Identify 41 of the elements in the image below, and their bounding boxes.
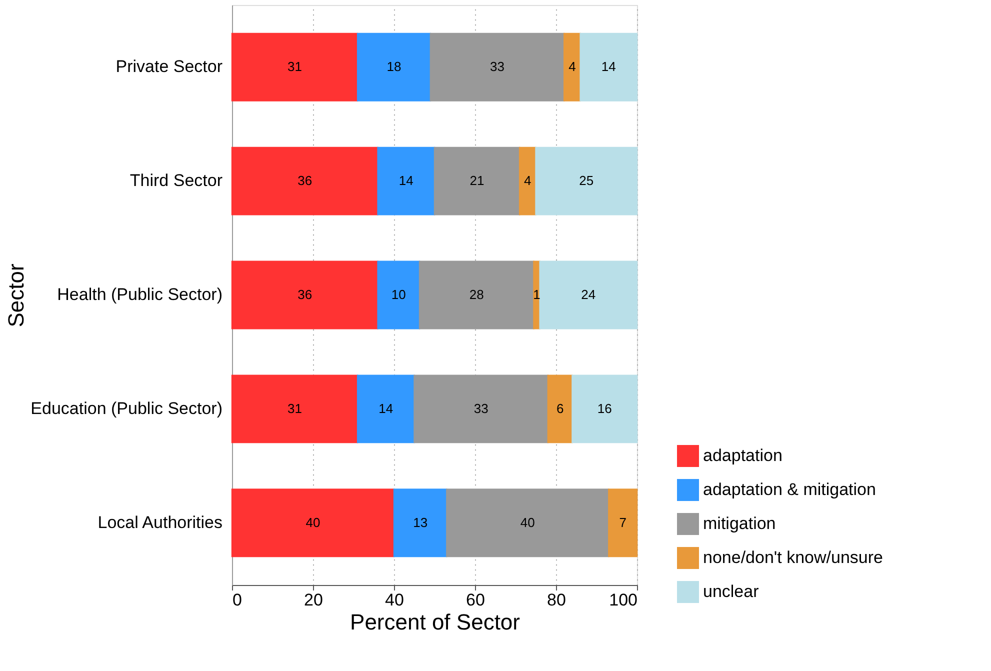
y-tick-label: Private Sector: [116, 57, 223, 76]
y-tick-label: Third Sector: [130, 171, 223, 190]
legend-label: mitigation: [703, 514, 776, 533]
data-label: 31: [288, 400, 302, 416]
data-label: 14: [601, 59, 616, 74]
data-label: 31: [288, 59, 302, 74]
data-label: 33: [490, 59, 505, 74]
x-tick-label: 40: [385, 590, 404, 610]
data-label: 40: [306, 514, 320, 530]
y-tick-label: Local Authorities: [98, 512, 222, 532]
data-label: 36: [298, 287, 312, 302]
data-label: 10: [391, 287, 406, 302]
data-label: 6: [556, 400, 564, 416]
y-tick-label: Health (Public Sector): [57, 285, 222, 304]
data-label: 33: [474, 400, 488, 416]
legend-label: unclear: [703, 582, 760, 601]
data-label: 4: [568, 59, 576, 74]
legend-label: adaptation: [703, 446, 782, 465]
x-tick-label: 60: [466, 590, 485, 610]
legend-label: none/don't know/unsure: [703, 548, 883, 567]
data-label: 24: [581, 287, 596, 302]
data-label: 16: [597, 400, 612, 416]
data-label: 4: [524, 173, 532, 188]
data-label: 25: [579, 173, 594, 188]
x-tick-label: 0: [232, 590, 242, 610]
data-label: 14: [378, 400, 394, 416]
data-label: 13: [413, 514, 428, 530]
data-label: 28: [469, 287, 484, 302]
data-label: 40: [520, 514, 535, 530]
data-label: 21: [470, 173, 484, 188]
x-tick-label: 80: [547, 590, 566, 610]
data-label: 36: [298, 173, 312, 188]
y-axis-title: Sector: [4, 264, 28, 328]
x-tick-label: 100: [609, 590, 638, 610]
x-axis-title: Percent of Sector: [350, 610, 520, 634]
legend-label: adaptation & mitigation: [703, 480, 876, 499]
data-label: 7: [619, 514, 626, 530]
x-tick-label: 20: [304, 590, 323, 610]
data-label: 18: [386, 59, 402, 74]
data-label: 14: [398, 173, 414, 188]
y-tick-label: Education (Public Sector): [30, 398, 222, 418]
